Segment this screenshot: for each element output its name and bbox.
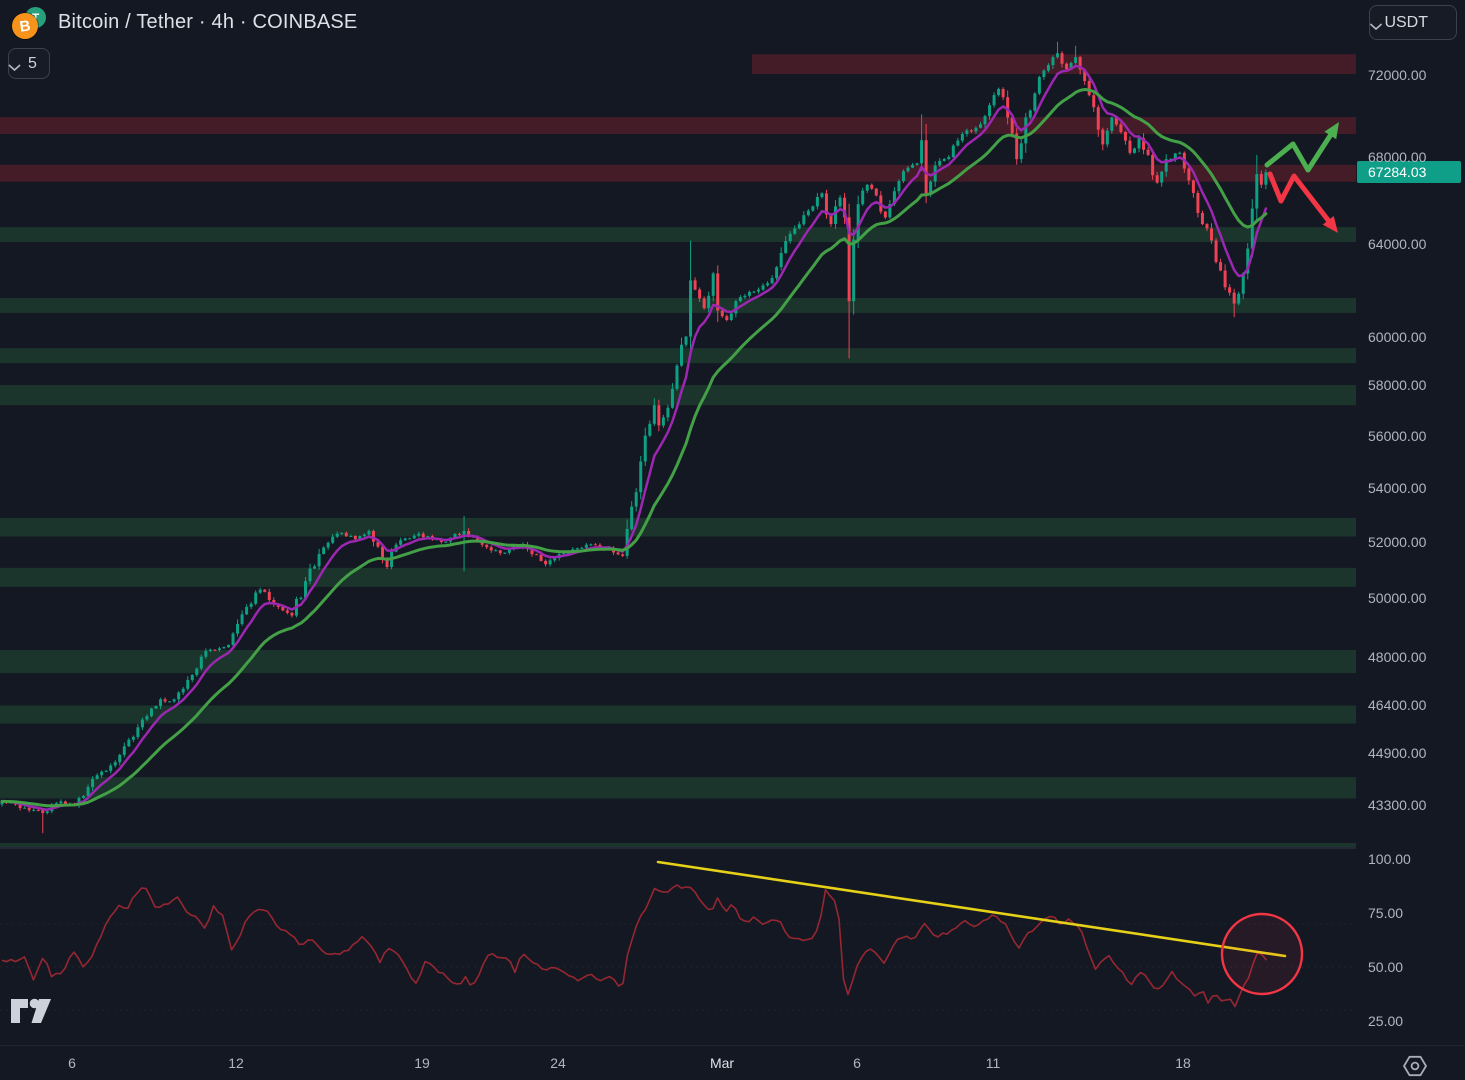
symbol-logo: T B (8, 5, 48, 41)
prediction-arrow-up[interactable] (1264, 122, 1339, 173)
key-level-zones[interactable] (0, 54, 1356, 848)
price-tick: 46400.00 (1368, 697, 1427, 714)
time-tick: 11 (985, 1055, 1001, 1071)
rsi-line[interactable] (1, 884, 1268, 1008)
support-zone[interactable] (0, 297, 1356, 313)
pane-separator[interactable] (0, 847, 1356, 849)
time-axis[interactable]: 6 12 19 24 Mar 6 11 18 (0, 1045, 1465, 1080)
time-tick: 6 (853, 1055, 861, 1071)
price-tick: 56000.00 (1368, 427, 1427, 444)
support-zone[interactable] (0, 843, 1356, 848)
price-axis[interactable]: 67284.03 72000.00 68000.00 64000.00 60000.0… (1356, 0, 1465, 1045)
currency-toggle-button[interactable]: USDT (1369, 5, 1457, 40)
time-tick: 12 (228, 1055, 244, 1071)
support-zone[interactable] (0, 517, 1356, 537)
price-tick: 52000.00 (1368, 533, 1427, 550)
symbol-title[interactable]: Bitcoin / Tether · 4h · COINBASE (58, 10, 358, 33)
support-zone[interactable] (0, 567, 1356, 587)
chart-header: T B Bitcoin / Tether · 4h · COINBASE 5 (8, 4, 357, 79)
ma-fast-line[interactable] (0, 64, 1268, 811)
time-tick: 18 (1175, 1055, 1191, 1071)
prediction-arrow-down[interactable] (1267, 171, 1338, 233)
last-price-label: 67284.03 (1357, 161, 1461, 184)
support-zone[interactable] (0, 705, 1356, 724)
currency-label: USDT (1384, 13, 1428, 31)
price-tick: 43300.00 (1368, 796, 1427, 813)
rsi-tick: 25.00 (1368, 1013, 1404, 1029)
resistance-zone[interactable] (0, 164, 1356, 182)
resistance-zone[interactable] (0, 117, 1356, 134)
price-tick: 64000.00 (1368, 236, 1427, 253)
support-zone[interactable] (0, 227, 1356, 243)
rsi-highlight-circle[interactable] (1220, 912, 1304, 996)
time-tick: 24 (550, 1055, 566, 1071)
legend-collapse-button[interactable]: 5 (8, 48, 50, 79)
price-tick: 72000.00 (1368, 67, 1427, 83)
time-tick: 19 (414, 1055, 430, 1071)
rsi-tick: 100.00 (1368, 851, 1411, 867)
ma-slow-line[interactable] (0, 88, 1268, 808)
support-zone[interactable] (0, 649, 1356, 674)
time-tick: 6 (68, 1055, 76, 1071)
price-tick: 44900.00 (1368, 744, 1427, 761)
price-tick: 58000.00 (1368, 377, 1427, 394)
rsi-trendline[interactable] (656, 860, 1287, 958)
price-pane[interactable] (0, 0, 1356, 848)
indicator-count: 5 (28, 54, 37, 72)
price-tick: 54000.00 (1368, 479, 1427, 496)
rsi-tick: 50.00 (1368, 959, 1404, 975)
price-tick: 48000.00 (1368, 648, 1427, 665)
price-tick: 60000.00 (1368, 328, 1427, 345)
support-zone[interactable] (0, 777, 1356, 799)
support-zone[interactable] (0, 385, 1356, 406)
rsi-pane[interactable] (0, 850, 1356, 1046)
support-zone[interactable] (0, 348, 1356, 364)
time-tick: Mar (709, 1055, 735, 1071)
price-tick: 68000.00 (1368, 149, 1427, 166)
price-tick: 50000.00 (1368, 590, 1427, 607)
rsi-tick: 75.00 (1368, 905, 1404, 921)
